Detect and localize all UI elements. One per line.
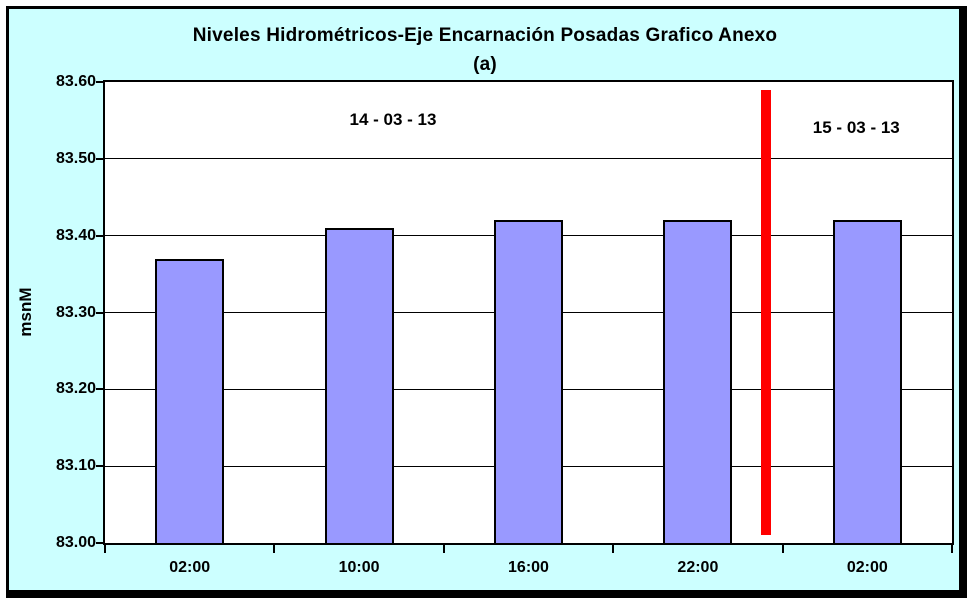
y-tick-mark <box>96 81 105 83</box>
chart-title-line1: Niveles Hidrométricos-Eje Encarnación Po… <box>192 25 778 46</box>
bar <box>663 220 733 543</box>
chart-title: Niveles Hidrométricos-Eje Encarnación Po… <box>0 21 970 79</box>
x-tick-mark <box>273 545 276 553</box>
date-annotation: 15 - 03 - 13 <box>812 118 900 138</box>
x-axis-label: 16:00 <box>508 559 549 576</box>
y-tick-label: 83.30 <box>55 303 96 321</box>
x-tick-mark <box>442 545 445 553</box>
x-tick-mark <box>104 545 106 553</box>
chart-title-line2: (a) <box>473 54 497 75</box>
x-axis-label: 22:00 <box>677 559 719 576</box>
y-tick-label: 83.10 <box>55 457 96 475</box>
x-axis-label: 10:00 <box>338 559 380 576</box>
y-tick-label: 83.00 <box>55 534 96 551</box>
x-axis-label: 02:00 <box>846 559 888 576</box>
y-tick-mark <box>96 542 105 544</box>
x-tick-mark <box>951 545 953 553</box>
bar <box>324 227 394 543</box>
y-tick-mark <box>96 388 105 391</box>
y-tick-label: 83.60 <box>55 73 96 90</box>
date-divider-line <box>760 89 771 536</box>
x-tick-mark <box>781 545 784 553</box>
y-tick-label: 83.40 <box>55 226 96 244</box>
bar <box>832 220 902 543</box>
y-tick-mark <box>96 465 105 468</box>
y-tick-mark <box>96 311 105 314</box>
y-tick-label: 83.50 <box>55 149 96 167</box>
y-tick-label: 83.20 <box>55 380 96 398</box>
x-axis-label: 02:00 <box>169 559 211 576</box>
gridline <box>105 158 952 160</box>
y-tick-mark <box>96 234 105 237</box>
date-annotation: 14 - 03 - 13 <box>349 110 437 130</box>
bar <box>494 220 563 543</box>
x-tick-mark <box>612 545 615 553</box>
bar <box>155 258 225 543</box>
y-tick-mark <box>96 157 105 160</box>
